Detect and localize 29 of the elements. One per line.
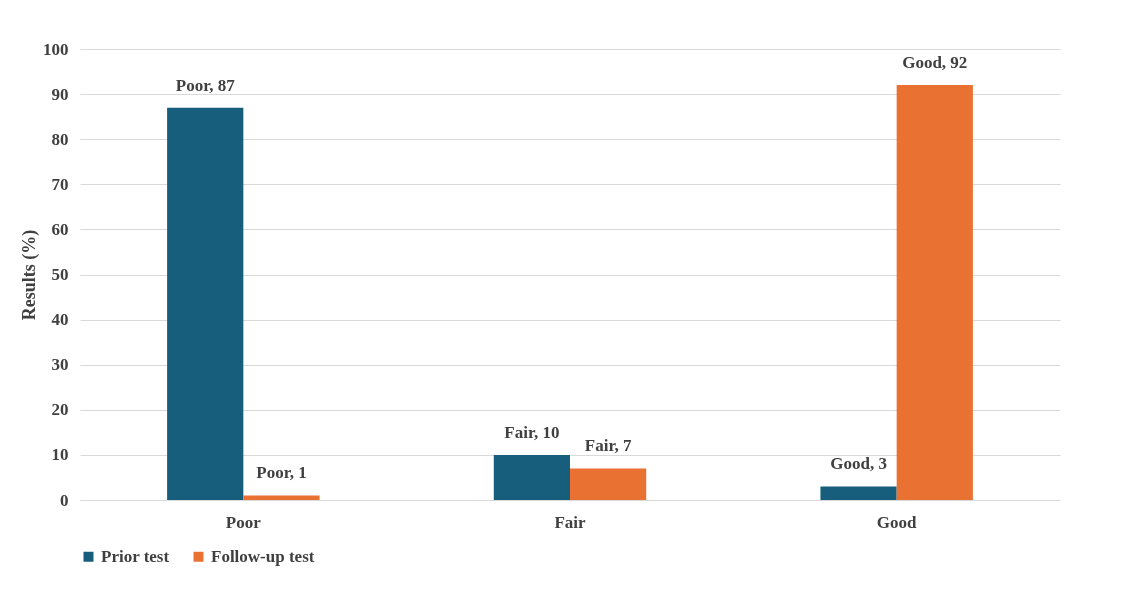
x-tick-label: Fair bbox=[554, 512, 587, 532]
bar bbox=[167, 107, 244, 500]
bar bbox=[820, 486, 897, 500]
x-tick-label: Poor bbox=[225, 512, 262, 532]
data-label: Good, 3 bbox=[830, 454, 887, 474]
y-tick-label: 80 bbox=[51, 129, 69, 149]
data-label: Poor, 1 bbox=[256, 463, 307, 483]
data-label: Good, 92 bbox=[902, 53, 968, 73]
y-tick-label: 90 bbox=[51, 84, 69, 104]
legend-label: Prior test bbox=[101, 546, 170, 566]
bar bbox=[896, 85, 973, 500]
y-tick-label: 0 bbox=[60, 490, 69, 510]
y-tick-label: 50 bbox=[51, 265, 69, 284]
y-tick-label: 40 bbox=[51, 310, 69, 330]
y-tick-label: 30 bbox=[51, 355, 69, 375]
y-tick-label: 20 bbox=[51, 400, 69, 420]
y-axis-title: Results (%) bbox=[19, 229, 40, 321]
y-tick-label: 60 bbox=[51, 219, 69, 239]
data-label: Poor, 87 bbox=[175, 75, 236, 95]
y-tick-label: 10 bbox=[51, 445, 69, 465]
bar bbox=[493, 454, 570, 500]
legend-label: Follow-up test bbox=[211, 546, 315, 566]
bar bbox=[570, 468, 647, 500]
y-tick-label: 70 bbox=[51, 174, 69, 194]
x-tick-label: Good bbox=[876, 512, 918, 532]
data-label: Fair, 10 bbox=[504, 422, 560, 442]
bar bbox=[243, 495, 320, 500]
data-label: Fair, 7 bbox=[584, 436, 632, 456]
y-tick-label: 100 bbox=[43, 39, 69, 59]
